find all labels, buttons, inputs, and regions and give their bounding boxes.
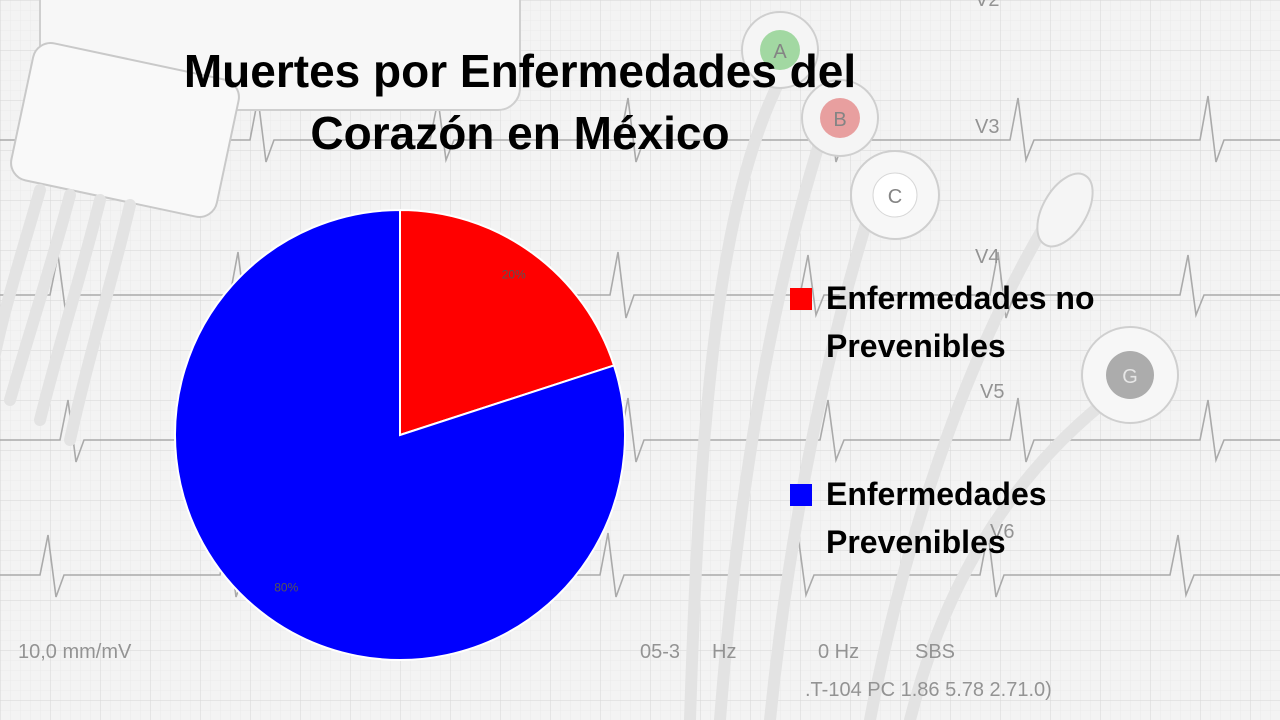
hz-label: Hz [712, 641, 736, 663]
lead-label-v4: V4 [975, 246, 999, 268]
cables [0, 74, 1126, 720]
svg-text:G: G [1122, 366, 1138, 388]
svg-text:B: B [833, 109, 846, 131]
lead-label-v2: V2 [975, 0, 999, 11]
electrodes: A B C G [741, 11, 1179, 424]
device-label: .T-104 PC 1.86 5.78 2.71.0) [805, 679, 1052, 701]
pie-data-label-1: 80% [274, 581, 298, 595]
freq-label: 05-3 [640, 641, 680, 663]
chart-title: Muertes por Enfermedades del Corazón en … [120, 40, 920, 164]
pie-chart: 20% 80% [174, 208, 626, 661]
sbs-label: SBS [915, 641, 955, 663]
ecg-trace [0, 251, 1280, 319]
chart-title-line-2: Corazón en México [310, 107, 730, 159]
pie-slice-0 [399, 208, 616, 437]
lead-label-v5: V5 [980, 381, 1004, 403]
pie-data-label-0: 20% [502, 267, 526, 281]
ecg-connector [10, 42, 240, 218]
legend-label-line-1: Enfermedades [826, 476, 1047, 512]
legend-label-line-1: Enfermedades no [826, 280, 1095, 316]
lead-label-v6: V6 [990, 521, 1014, 543]
lead-label-v3: V3 [975, 116, 999, 138]
svg-text:C: C [888, 186, 902, 208]
svg-text:A: A [773, 41, 787, 63]
hz-label-2: 0 Hz [818, 641, 859, 663]
speed-label: 10,0 mm/mV [18, 641, 132, 663]
chart-title-line-1: Muertes por Enfermedades del [183, 45, 857, 97]
legend-swatch [790, 484, 812, 506]
legend-swatch [790, 288, 812, 310]
ecg-trace [0, 532, 1280, 599]
pie-slice-1 [174, 208, 626, 661]
legend-label-line-2: Prevenibles [826, 328, 1006, 364]
legend-label-line-2: Prevenibles [826, 524, 1006, 560]
